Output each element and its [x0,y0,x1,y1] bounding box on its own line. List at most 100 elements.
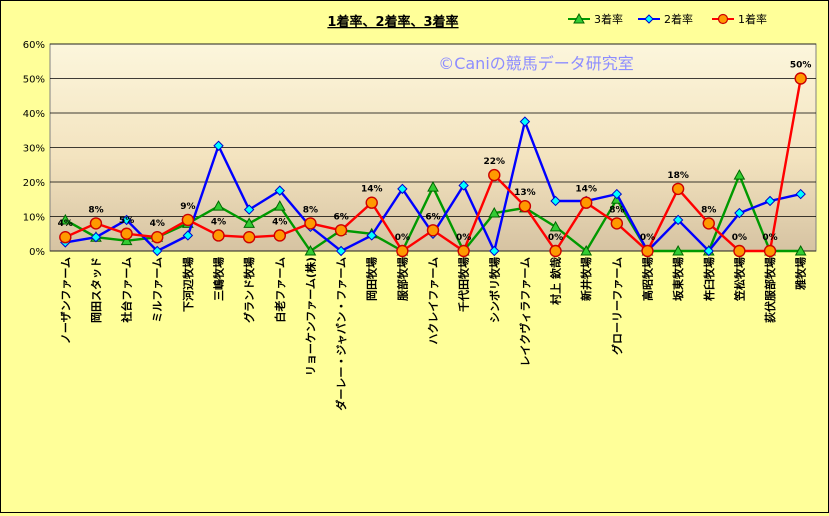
data-point [304,217,317,230]
data-point [549,220,562,232]
data-point [273,229,286,242]
data-point [489,245,500,257]
y-tick-label: 50% [23,75,45,86]
y-tick-label: 20% [23,178,45,189]
data-point [213,140,224,151]
data-point [702,217,715,230]
x-tick-label: 服部牧場 [395,257,409,301]
data-point [151,230,164,244]
data-label: 14% [575,185,597,195]
data-point [611,188,623,200]
data-label: 6% [425,212,440,222]
data-point [733,169,746,180]
x-tick-label: グローリーファーム [610,257,624,355]
y-tick-label: 60% [23,40,45,51]
data-label: 4% [150,219,165,229]
data-point [274,185,286,196]
data-labels: 4% 8% 5% 4% 9% 4% 4% 8% 6% 14% 0% 6% 0% 22% 13% 0% 14% 8%… [58,61,812,244]
data-point [794,72,807,85]
x-tick-label: リョーケンファーム(株) [303,257,317,376]
x-tick-label: 岡田スタッド [90,257,103,323]
data-point [672,214,684,226]
legend-item: 3着率 [568,12,623,26]
data-point [549,244,562,258]
data-point [488,207,501,218]
data-label: 0% [456,233,471,243]
data-point [795,188,806,200]
y-tick-label: 10% [23,213,45,224]
series-circle [59,72,807,258]
legend-label: 1着率 [738,12,767,26]
x-tick-label: ハクレイファーム [427,257,440,345]
data-point [212,229,225,242]
data-label: 6% [333,212,348,222]
x-tick-label: 白老ファーム [273,257,287,323]
data-label: 0% [395,233,410,243]
data-point [794,244,807,256]
y-tick-label: 0% [29,247,45,258]
data-label: 4% [272,217,287,227]
x-tick-label: 荻伏服部牧場 [763,257,777,323]
y-tick-label: 40% [23,109,45,120]
legend: 3着率 2着率 1着率 [568,12,767,26]
data-point [89,217,103,230]
data-point [90,231,102,243]
data-point [212,200,225,211]
data-label: 13% [514,188,536,198]
data-point [763,244,777,258]
x-tick-label: 坂東牧場 [671,257,685,301]
data-label: 0% [548,233,563,243]
data-point [610,217,624,230]
data-label: 22% [484,157,506,167]
data-point [121,214,132,226]
data-point [152,245,163,257]
data-label: 8% [303,205,318,215]
data-point [181,213,195,227]
data-point [550,195,561,207]
x-tick-label: ダーレー・ジャパン・ファーム [334,257,348,411]
x-tick-label: 杵臼牧場 [702,257,716,301]
x-tick-label: 三嶋牧場 [212,257,226,301]
data-point [335,245,347,257]
x-tick-label: グランド牧場 [242,257,256,323]
data-label: 14% [361,185,383,195]
watermark: ©Caniの競馬データ研究室 [438,54,634,73]
legend-marker [573,12,585,24]
data-point [427,181,439,192]
data-point [734,207,745,219]
data-point [641,244,654,258]
legend-item: 2着率 [638,12,693,26]
data-point [672,244,684,256]
legend-label: 3着率 [594,12,623,26]
data-label: 0% [732,233,747,243]
legend-item: 1着率 [712,12,767,26]
x-tick-label: ミルファーム [151,257,164,323]
data-point [580,196,593,209]
data-label: 5% [119,216,134,226]
data-label: 4% [58,219,73,229]
data-point [365,196,378,209]
data-point [59,213,72,225]
data-point [243,217,256,228]
x-tick-label: 村上 欽哉 [549,257,563,305]
data-point [457,244,470,258]
data-label: 50% [790,61,812,71]
legend-marker [644,14,654,24]
x-tick-label: 新井牧場 [579,257,593,301]
data-label: 4% [211,217,226,227]
data-point [334,224,348,237]
legend-label: 2着率 [664,12,693,26]
x-tick-label: 千代田牧場 [457,257,471,312]
data-point [120,234,133,246]
data-point [120,227,133,240]
x-axis: ノーザンファーム 岡田スタッド 社台ファーム ミルファーム 下河辺牧場 三嶋牧場 グランド牧… [59,257,807,411]
x-tick-label: 岡田牧場 [365,257,379,301]
data-label: 8% [88,205,103,215]
data-point [242,230,256,244]
chart-title: 1着率、2着率、3着率 [327,14,458,30]
x-tick-label: シンボリ牧場 [487,257,501,323]
data-point [733,244,746,258]
data-label: 8% [609,205,624,215]
